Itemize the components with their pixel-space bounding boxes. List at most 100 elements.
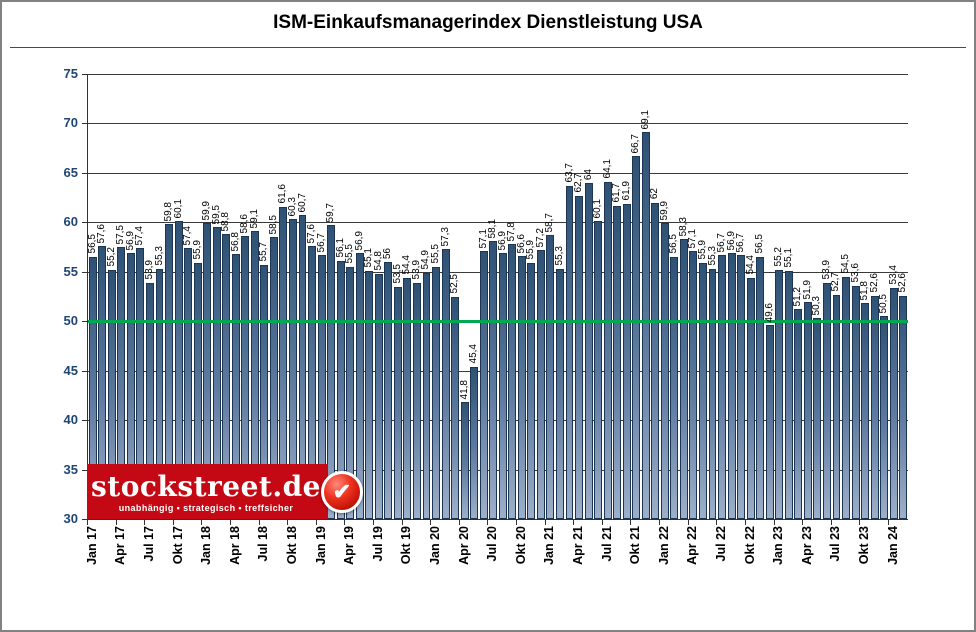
y-axis-tick bbox=[82, 74, 87, 75]
bar bbox=[727, 253, 736, 519]
gridline bbox=[88, 222, 908, 224]
bar-value-label: 50,5 bbox=[878, 293, 890, 314]
bar bbox=[756, 256, 765, 519]
bar bbox=[641, 132, 650, 519]
bar bbox=[346, 266, 355, 519]
x-axis-label: Jan 19 bbox=[313, 526, 328, 565]
bar bbox=[822, 282, 831, 519]
bar bbox=[813, 318, 822, 519]
x-axis-tick bbox=[344, 520, 346, 525]
bar bbox=[622, 203, 631, 519]
gridline bbox=[88, 74, 908, 75]
x-axis-tick bbox=[887, 520, 889, 525]
bar-value-label: 52,7 bbox=[830, 272, 842, 292]
bar bbox=[517, 255, 526, 519]
bar-value-label: 54,4 bbox=[744, 255, 756, 275]
bar bbox=[327, 225, 336, 519]
y-axis-label: 45 bbox=[63, 362, 78, 378]
stockstreet-logo: stockstreet.de unabhängig • strategisch … bbox=[87, 464, 363, 519]
bar bbox=[412, 282, 421, 519]
bar-value-label: 59,7 bbox=[325, 202, 337, 223]
bar bbox=[403, 277, 412, 519]
x-axis-tick bbox=[258, 520, 260, 525]
y-axis-tick bbox=[82, 172, 87, 174]
y-axis-label: 70 bbox=[63, 115, 78, 131]
bar-value-label: 56,5 bbox=[754, 234, 766, 254]
x-axis-tick bbox=[573, 520, 575, 525]
x-axis-label: Okt 22 bbox=[742, 526, 757, 565]
x-axis-label: Jul 19 bbox=[370, 526, 385, 562]
x-axis-label: Jan 23 bbox=[771, 526, 786, 565]
bar bbox=[594, 221, 603, 519]
y-axis-label: 60 bbox=[63, 214, 78, 230]
bar bbox=[660, 223, 669, 519]
bar-value-label: 52,5 bbox=[449, 274, 461, 294]
x-axis-tick bbox=[859, 520, 861, 525]
gridline bbox=[88, 420, 908, 422]
bar bbox=[451, 296, 460, 519]
bar bbox=[441, 249, 450, 519]
bar-value-label: 60,1 bbox=[172, 198, 184, 219]
x-axis-label: Jul 18 bbox=[256, 526, 271, 562]
x-axis-label: Jan 17 bbox=[84, 526, 99, 565]
bar-value-label: 52,6 bbox=[868, 273, 880, 293]
bar bbox=[765, 325, 774, 519]
x-axis-tick bbox=[172, 520, 174, 525]
gridline bbox=[88, 123, 908, 125]
bar bbox=[842, 276, 850, 519]
x-axis-tick bbox=[430, 520, 432, 525]
bar bbox=[613, 205, 622, 519]
bar bbox=[565, 185, 574, 519]
bar bbox=[508, 244, 517, 519]
x-axis-tick bbox=[630, 520, 632, 525]
bar bbox=[536, 250, 545, 519]
x-axis-label: Apr 21 bbox=[571, 526, 586, 565]
x-axis-label: Apr 19 bbox=[342, 526, 357, 565]
x-axis-tick bbox=[373, 520, 375, 525]
gridline bbox=[88, 172, 908, 174]
bar bbox=[584, 182, 593, 519]
bar bbox=[422, 272, 431, 519]
x-axis-tick bbox=[401, 520, 403, 525]
bar-value-label: 55,7 bbox=[258, 242, 270, 262]
bar-value-label: 64 bbox=[582, 168, 594, 180]
bar-value-label: 66,7 bbox=[630, 133, 642, 154]
bar bbox=[699, 262, 707, 519]
x-axis-label: Apr 22 bbox=[685, 526, 700, 565]
y-axis-tick bbox=[82, 321, 87, 323]
bar bbox=[393, 286, 402, 519]
bar-value-label: 69,1 bbox=[639, 109, 651, 130]
bar bbox=[794, 309, 803, 519]
bar bbox=[689, 251, 698, 519]
y-axis-label: 35 bbox=[63, 461, 78, 477]
bar-value-label: 50,3 bbox=[811, 295, 823, 316]
bar-value-label: 55,9 bbox=[191, 240, 203, 260]
reference-line-50 bbox=[88, 320, 908, 324]
gridline bbox=[88, 271, 908, 273]
bar bbox=[775, 269, 784, 519]
bar-value-label: 64,1 bbox=[601, 159, 613, 179]
bar bbox=[527, 262, 536, 519]
bar bbox=[679, 239, 688, 519]
bar-value-label: 53,6 bbox=[849, 263, 861, 283]
bar-value-label: 57,6 bbox=[96, 223, 108, 244]
x-axis-label: Okt 18 bbox=[285, 526, 299, 565]
bar-value-label: 60,7 bbox=[296, 192, 308, 213]
x-axis-label: Jan 20 bbox=[428, 526, 443, 565]
bar-value-label: 55,2 bbox=[105, 247, 117, 267]
bar bbox=[470, 366, 479, 519]
x-axis-tick bbox=[487, 520, 489, 525]
x-axis-label: Okt 23 bbox=[857, 526, 872, 565]
bar-value-label: 57,3 bbox=[439, 226, 451, 247]
x-axis-label: Apr 18 bbox=[227, 526, 242, 565]
x-axis-tick bbox=[544, 520, 546, 525]
x-axis-label: Jul 22 bbox=[714, 526, 729, 562]
y-axis-label: 65 bbox=[63, 164, 78, 180]
x-axis-label: Jul 21 bbox=[599, 526, 614, 562]
x-axis-label: Okt 19 bbox=[399, 526, 414, 565]
x-axis-tick bbox=[230, 520, 232, 525]
bar bbox=[632, 156, 641, 519]
x-axis-label: Apr 20 bbox=[456, 526, 471, 565]
x-axis-tick bbox=[287, 520, 289, 525]
